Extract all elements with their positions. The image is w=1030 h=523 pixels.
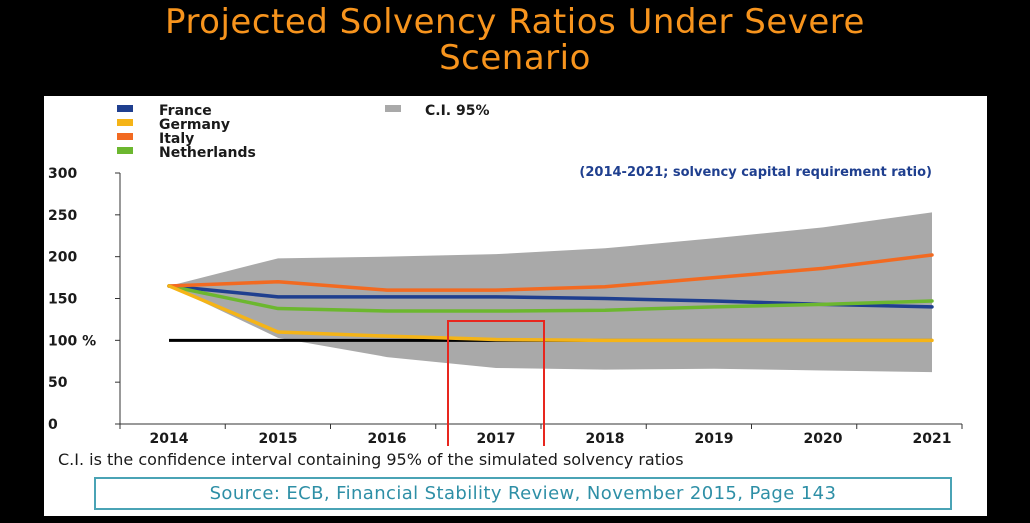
y-tick-label: 0 [48, 417, 58, 433]
legend-swatch-germany [117, 119, 133, 126]
x-tick-label: 2014 [150, 431, 189, 446]
highlight-box-2017 [447, 320, 545, 446]
legend-label-netherlands: Netherlands [159, 145, 256, 161]
source-citation: Source: ECB, Financial Stability Review,… [94, 477, 952, 510]
confidence-band [169, 212, 932, 373]
y-tick-label: 200 [48, 250, 77, 266]
x-tick-label: 2021 [913, 431, 952, 446]
x-tick-label: 2020 [804, 431, 843, 446]
y-tick-label: 250 [48, 208, 77, 224]
slide-title: Projected Solvency Ratios Under Severe S… [0, 4, 1030, 76]
legend-label-italy: Italy [159, 131, 194, 147]
legend-label-ci: C.I. 95% [425, 103, 490, 119]
y-tick-label: 50 [48, 375, 68, 391]
slide-title-line-1: Projected Solvency Ratios Under Severe [165, 2, 865, 42]
y-tick-label: 300 [48, 166, 77, 182]
series-line-netherlands [167, 284, 934, 313]
legend-label-germany: Germany [159, 117, 230, 133]
x-tick-label: 2019 [695, 431, 734, 446]
legend-label-france: France [159, 103, 212, 119]
legend-swatch-france [117, 105, 133, 112]
y-tick-label: 100 % [48, 333, 96, 349]
solvency-ratio-chart: 0 50 100 % 150 200 250 300 2014 2015 2016 2017 2018… [48, 103, 963, 446]
confidence-interval-note: C.I. is the confidence interval containi… [58, 450, 684, 469]
series-line-germany [167, 284, 934, 343]
x-tick-label: 2015 [259, 431, 298, 446]
x-tick-label: 2016 [368, 431, 407, 446]
chart-subtitle: (2014-2021; solvency capital requirement… [579, 165, 932, 180]
x-tick-label: 2018 [586, 431, 625, 446]
y-tick-label: 150 [48, 292, 77, 308]
legend-swatch-ci [385, 105, 401, 112]
chart-panel: 0 50 100 % 150 200 250 300 2014 2015 2016 2017 2018… [44, 96, 987, 516]
slide-title-line-2: Scenario [439, 38, 591, 78]
legend-swatch-netherlands [117, 147, 133, 154]
series-line-italy [167, 253, 934, 292]
legend-swatch-italy [117, 133, 133, 140]
x-tick-label: 2017 [477, 431, 516, 446]
